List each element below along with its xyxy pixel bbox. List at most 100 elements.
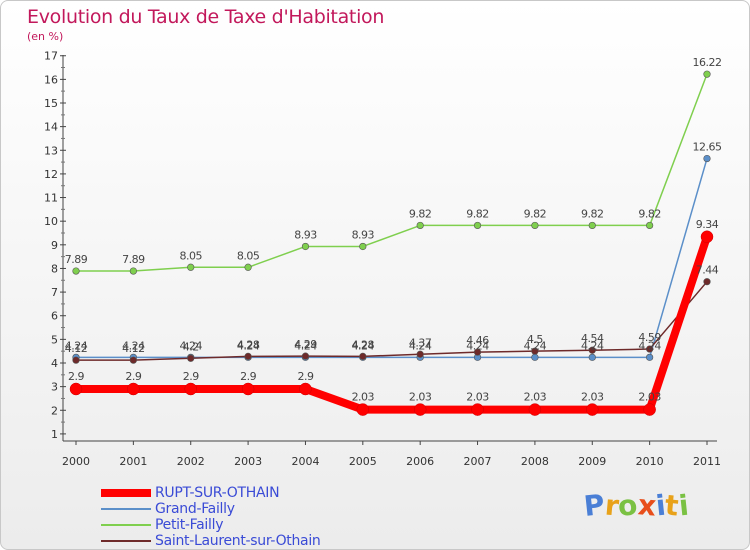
data-label: 9.82: [466, 207, 489, 220]
data-point: [588, 346, 596, 354]
data-point: [359, 242, 367, 251]
data-label: 4.28: [237, 338, 260, 351]
data-label-layer: 2.9 2.9 2.9 2.9 2.9 2.03 2.03 2.03 2.03 2.03 2.03 9…: [65, 56, 723, 404]
y-tick-label: 13: [44, 144, 58, 157]
data-label: 12.65: [693, 141, 722, 154]
data-label: 8.93: [352, 228, 375, 241]
x-tick-label: 2006: [406, 455, 434, 468]
y-tick-label: 6: [51, 310, 58, 323]
y-tick-label: 16: [44, 73, 58, 86]
legend-swatch: [101, 489, 151, 497]
data-label: 4.59: [638, 331, 661, 344]
x-tick-label: 2005: [349, 455, 377, 468]
data-label: 2.03: [524, 391, 547, 404]
data-label: 2.03: [466, 391, 489, 404]
y-tick-label: 14: [44, 121, 58, 134]
data-point: [244, 352, 252, 360]
data-label: 4.24: [237, 339, 260, 352]
data-label: 4.24: [524, 339, 547, 352]
data-point: [588, 221, 596, 230]
data-point: [703, 154, 711, 163]
x-tick-label: 2008: [521, 455, 549, 468]
data-label: 2.9: [297, 370, 313, 383]
data-point: [531, 353, 539, 361]
x-tick-label: 2011: [693, 455, 721, 468]
data-point: [528, 403, 542, 416]
data-label: 4.28: [352, 338, 375, 351]
data-point: [646, 221, 654, 230]
data-label: 7.89: [65, 253, 88, 266]
data-point: [531, 347, 539, 355]
data-label: 4.24: [294, 339, 317, 352]
data-point: [129, 267, 137, 275]
data-point: [244, 263, 252, 271]
data-label: 4.12: [122, 342, 145, 355]
y-tick-label: 5: [51, 333, 58, 346]
data-label: 7.89: [122, 253, 145, 266]
series-grand-failly: [72, 154, 711, 361]
series-petit-failly: [72, 70, 711, 275]
data-label: 8.05: [237, 249, 260, 262]
data-point: [703, 278, 711, 286]
data-label: 9.82: [638, 207, 661, 220]
y-tick-label: 8: [51, 262, 58, 275]
x-tick-label: 2009: [578, 455, 606, 468]
legend-label: RUPT-SUR-OTHAIN: [155, 485, 280, 501]
data-label: 4.5: [527, 333, 543, 346]
data-point: [586, 403, 599, 416]
data-label: 4.12: [65, 342, 88, 355]
data-label: 9.82: [409, 207, 432, 220]
proxiti-logo: Proxiti: [582, 488, 690, 523]
data-label: 2.9: [183, 370, 199, 383]
data-point: [301, 242, 310, 251]
data-label: 4.24: [409, 339, 432, 352]
data-point: [643, 403, 656, 416]
data-point: [187, 263, 195, 271]
y-tick-label: 12: [44, 168, 58, 181]
legend-label: Saint-Laurent-sur-Othain: [155, 533, 321, 549]
data-label: 4.24: [352, 339, 375, 352]
data-label: 4.37: [409, 336, 432, 349]
data-point: [703, 70, 711, 78]
y-tick-label: 2: [51, 404, 58, 417]
series-line: [75, 73, 708, 272]
data-label: 2.03: [409, 391, 432, 404]
data-label: 4.2: [183, 340, 199, 353]
data-label: 4.24: [638, 339, 661, 352]
data-point: [127, 382, 140, 396]
data-label: 2.9: [125, 370, 141, 383]
data-point: [646, 353, 654, 361]
data-point: [241, 382, 255, 396]
y-tick-label: 4: [51, 357, 58, 370]
data-point: [588, 353, 596, 361]
data-point: [72, 267, 80, 275]
data-label: 7.44: [696, 264, 719, 277]
data-point: [416, 350, 424, 358]
data-point: [129, 356, 137, 364]
data-label: 4.24: [122, 339, 145, 352]
series-layer: [69, 70, 714, 416]
y-tick-label: 3: [51, 381, 58, 394]
data-point: [531, 221, 539, 230]
data-label: 2.03: [581, 391, 604, 404]
y-tick-label: 15: [44, 97, 58, 110]
data-label: 4.24: [65, 339, 88, 352]
x-tick-label: 2003: [234, 455, 262, 468]
data-point: [187, 354, 195, 362]
data-point: [299, 382, 312, 396]
data-point: [700, 230, 714, 244]
legend-label: Petit-Failly: [155, 517, 224, 533]
chart-subtitle: (en %): [27, 30, 64, 43]
data-label: 2.9: [240, 370, 256, 383]
y-tick-label: 17: [44, 50, 58, 63]
legend-swatch: [101, 524, 151, 526]
logo-letter: P: [582, 488, 607, 523]
data-label: 8.93: [294, 228, 317, 241]
data-label: 4.24: [179, 339, 202, 352]
data-point: [184, 382, 197, 396]
legend-swatch: [101, 508, 151, 510]
series-rupt-sur-othain: [69, 230, 714, 416]
data-label: 2.03: [352, 391, 375, 404]
data-label: 2.9: [68, 370, 84, 383]
